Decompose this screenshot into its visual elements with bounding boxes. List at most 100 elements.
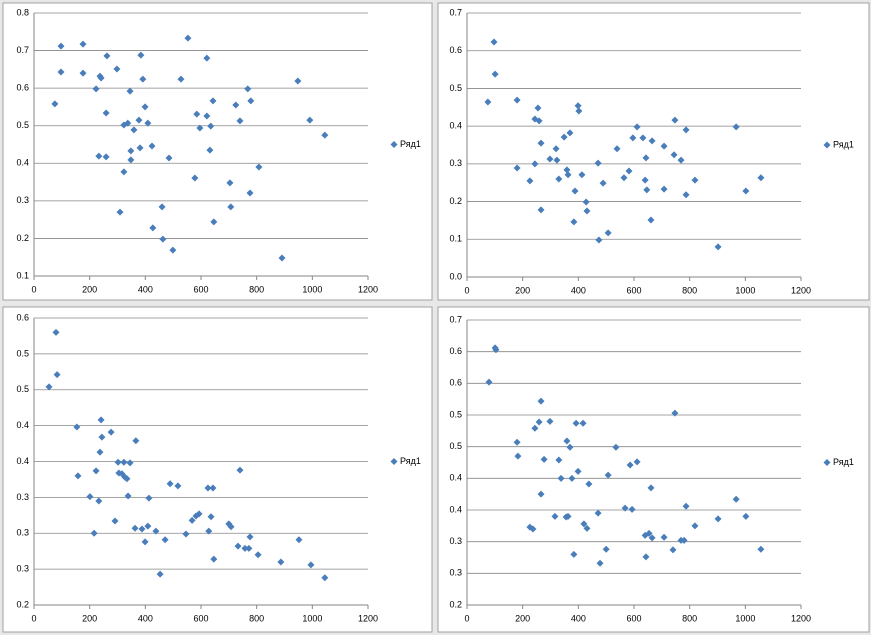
legend-marker xyxy=(390,458,398,465)
data-point xyxy=(490,38,498,46)
data-point xyxy=(757,545,765,553)
data-point xyxy=(513,164,521,172)
x-tick-label: 0 xyxy=(31,613,36,623)
data-point xyxy=(203,112,211,120)
data-point xyxy=(137,51,145,59)
y-tick-label: 0.1 xyxy=(449,234,462,244)
y-tick-label: 0.8 xyxy=(16,7,29,17)
data-point xyxy=(123,475,131,483)
data-point xyxy=(53,371,61,379)
y-tick-label: 0.5 xyxy=(16,348,29,358)
x-tick-label: 200 xyxy=(515,613,530,623)
data-point xyxy=(196,124,204,132)
data-point xyxy=(647,216,655,224)
y-tick-label: 0.5 xyxy=(16,384,29,394)
y-tick-label: 0.6 xyxy=(16,312,29,322)
data-point xyxy=(97,416,105,424)
legend-marker xyxy=(823,141,831,149)
data-point xyxy=(103,52,111,60)
x-tick-label: 1000 xyxy=(302,613,322,623)
data-point xyxy=(513,96,521,104)
data-point xyxy=(642,553,650,561)
data-point xyxy=(184,34,192,42)
legend-marker xyxy=(823,459,831,466)
data-point xyxy=(245,544,253,552)
data-point xyxy=(570,218,578,226)
legend-label: Ряд1 xyxy=(400,456,421,466)
data-point xyxy=(236,466,244,474)
data-point xyxy=(629,134,637,142)
data-point xyxy=(247,97,255,105)
data-point xyxy=(563,437,571,445)
data-point xyxy=(135,116,143,124)
data-point xyxy=(513,438,521,446)
x-tick-label: 1000 xyxy=(735,613,755,623)
data-point xyxy=(641,176,649,184)
data-point xyxy=(236,117,244,125)
data-point xyxy=(127,147,135,155)
data-point xyxy=(191,174,199,182)
data-point xyxy=(177,75,185,83)
data-point xyxy=(757,174,765,182)
data-point xyxy=(583,207,591,215)
chart-panel xyxy=(437,306,870,633)
data-point xyxy=(136,144,144,152)
data-point xyxy=(195,510,203,518)
data-point xyxy=(246,189,254,197)
data-point xyxy=(595,236,603,244)
data-point xyxy=(571,187,579,195)
data-point xyxy=(232,101,240,109)
data-point xyxy=(514,452,522,460)
x-tick-label: 800 xyxy=(249,284,264,294)
data-point xyxy=(207,122,215,130)
y-tick-label: 0.6 xyxy=(16,83,29,93)
x-tick-label: 1200 xyxy=(358,284,378,294)
data-point xyxy=(120,168,128,176)
x-tick-label: 1000 xyxy=(735,285,755,295)
data-point xyxy=(102,109,110,117)
y-tick-label: 0.3 xyxy=(16,528,29,538)
data-point xyxy=(537,206,545,214)
data-point xyxy=(92,85,100,93)
data-point xyxy=(560,133,568,141)
data-point xyxy=(124,119,132,127)
data-point xyxy=(680,536,688,544)
data-point xyxy=(529,525,537,533)
data-point xyxy=(648,137,656,145)
y-tick-label: 0.7 xyxy=(449,7,462,17)
data-point xyxy=(604,229,612,237)
data-point xyxy=(98,433,106,441)
data-point xyxy=(574,467,582,475)
data-point xyxy=(602,545,610,553)
data-point xyxy=(120,458,128,466)
x-tick-label: 400 xyxy=(138,613,153,623)
data-point xyxy=(307,561,315,569)
data-point xyxy=(612,443,620,451)
x-tick-label: 200 xyxy=(82,284,97,294)
y-tick-label: 0.4 xyxy=(16,420,29,430)
data-point xyxy=(563,166,571,174)
data-point xyxy=(156,570,164,578)
data-point xyxy=(691,176,699,184)
data-point xyxy=(552,145,560,153)
data-point xyxy=(246,533,254,541)
data-point xyxy=(92,467,100,475)
data-point xyxy=(95,497,103,505)
y-tick-label: 0.0 xyxy=(449,271,462,281)
data-point xyxy=(57,68,65,76)
x-tick-label: 1200 xyxy=(791,613,811,623)
data-point xyxy=(79,40,87,48)
x-tick-label: 0 xyxy=(464,285,469,295)
data-point xyxy=(114,458,122,466)
y-tick-label: 0.2 xyxy=(449,599,462,609)
data-point xyxy=(141,538,149,546)
data-point xyxy=(682,191,690,199)
data-point xyxy=(714,243,722,251)
data-point xyxy=(691,522,699,530)
data-point xyxy=(564,512,572,520)
data-point xyxy=(111,517,119,525)
data-point xyxy=(90,529,98,537)
y-tick-label: 0.4 xyxy=(449,473,462,483)
data-point xyxy=(74,472,82,480)
data-point xyxy=(639,134,647,142)
